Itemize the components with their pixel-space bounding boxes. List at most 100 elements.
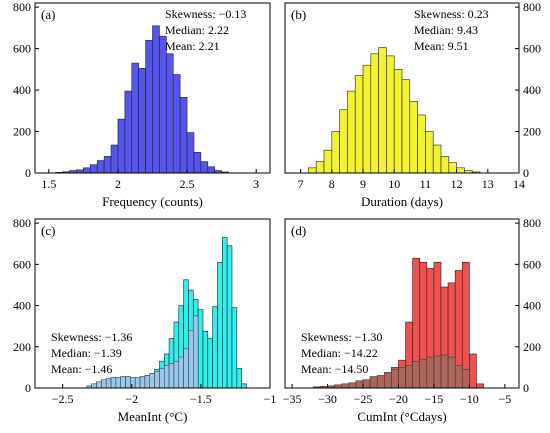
overlay-bar [462, 369, 470, 389]
overlay-bar [193, 315, 199, 389]
histogram-bar [241, 383, 247, 389]
y-tick-label: 200 [13, 125, 31, 139]
overlay-bar [125, 376, 131, 389]
histogram-bar [202, 331, 209, 389]
overlay-bar [355, 380, 364, 389]
x-tick-label: −5 [498, 392, 511, 406]
overlay-bar [426, 356, 435, 389]
overlay-bar [433, 355, 442, 389]
stat-annotation: Skewness: −1.30 [301, 330, 382, 344]
x-tick-label: 3 [253, 177, 259, 191]
overlay-bar [105, 378, 112, 389]
overlay-bar [178, 356, 184, 389]
x-tick-label: −10 [460, 392, 479, 406]
y-tick-label: 200 [523, 125, 541, 139]
x-tick-label: −35 [283, 392, 302, 406]
overlay-bar [412, 360, 420, 389]
panel-label: (a) [41, 7, 55, 22]
histogram-bar [138, 68, 146, 174]
overlay-bar [139, 376, 146, 389]
stat-annotation: Skewness: −0.13 [165, 7, 246, 21]
overlay-bar [168, 363, 175, 389]
y-tick-label: 800 [13, 0, 31, 14]
x-axis-label: MeanInt (°C) [118, 409, 188, 424]
histogram-bar [417, 114, 426, 174]
overlay-bar [144, 375, 150, 389]
y-tick-label: 200 [523, 340, 541, 354]
y-tick-label: 600 [13, 257, 31, 271]
overlay-bar [96, 381, 102, 389]
stat-annotation: Median: 2.22 [165, 23, 229, 37]
histogram-bar [200, 161, 209, 174]
histogram-bar [110, 144, 119, 174]
panel-label: (c) [41, 223, 55, 238]
histogram-bar [409, 101, 418, 174]
histogram-panel: 1.5 2 2.5 3 0 200 400 600 800 Frequency (counts) (… [13, 0, 271, 209]
histogram-bar [432, 144, 442, 174]
histogram-bar [440, 156, 450, 174]
y-tick-label: 800 [523, 216, 541, 230]
histogram-bar [117, 118, 126, 174]
x-tick-label: 14 [513, 177, 525, 191]
histogram-bar [323, 149, 333, 174]
histogram-bar [378, 47, 387, 174]
x-tick-label: 2.5 [180, 177, 195, 191]
histogram-bar [231, 307, 238, 389]
histogram-bar [339, 109, 348, 174]
histogram-bar [197, 309, 204, 389]
histogram-bar [172, 74, 181, 174]
histogram-bar [83, 167, 91, 174]
stat-annotation: Median: 9.43 [414, 23, 478, 37]
x-tick-label: −2.5 [52, 392, 74, 406]
histogram-bar [393, 69, 403, 174]
y-tick-label: 0 [25, 381, 31, 395]
x-tick-label: −25 [354, 392, 373, 406]
histogram-bar [425, 131, 434, 174]
histogram-bar [222, 237, 228, 389]
histogram-bar [193, 151, 202, 174]
x-axis-label: CumInt (°Cdays) [357, 409, 446, 424]
histogram-bar [179, 97, 188, 174]
stat-annotation: Median: −14.22 [301, 346, 378, 360]
x-tick-label: −15 [425, 392, 444, 406]
x-tick-label: 9 [360, 177, 366, 191]
histogram-bar [166, 53, 174, 174]
histogram-bar [354, 75, 364, 174]
histogram-bar [370, 53, 379, 174]
stat-annotation: Mean: −14.50 [301, 362, 368, 376]
y-tick-label: 600 [13, 42, 31, 56]
histogram-bar [103, 156, 112, 174]
overlay-bar [115, 377, 121, 389]
histogram-bar [131, 62, 139, 174]
overlay-bar [91, 383, 97, 389]
histogram-bar [226, 245, 233, 389]
overlay-bar [164, 365, 170, 389]
overlay-bar [405, 365, 413, 389]
stat-annotation: Mean: 2.21 [165, 39, 220, 53]
y-tick-label: 400 [523, 83, 541, 97]
y-tick-label: 0 [523, 166, 529, 180]
histogram-bar [401, 79, 411, 174]
overlay-bar [101, 379, 107, 389]
x-tick-label: −30 [318, 392, 337, 406]
plot-frame [34, 2, 271, 174]
histogram-bar [448, 162, 457, 174]
overlay-bar [398, 367, 406, 389]
overlay-bar [447, 356, 456, 389]
histogram-bar [96, 160, 105, 174]
histogram-bar [186, 132, 195, 174]
x-tick-label: 1.5 [41, 177, 56, 191]
y-tick-label: 400 [13, 83, 31, 97]
plot-frame [34, 218, 271, 389]
overlay-bar [341, 383, 350, 389]
x-tick-label: −1.5 [190, 392, 212, 406]
histogram-bar [461, 261, 470, 389]
overlay-bar [454, 365, 463, 389]
histogram-panel: 7 8 9 10 11 12 13 140 200 400 600 800 Duration (days… [284, 0, 541, 209]
x-tick-label: 8 [329, 177, 335, 191]
overlay-bar [120, 376, 126, 389]
x-tick-label: −20 [389, 392, 408, 406]
x-tick-label: 10 [388, 177, 400, 191]
overlay-bar [110, 377, 117, 389]
